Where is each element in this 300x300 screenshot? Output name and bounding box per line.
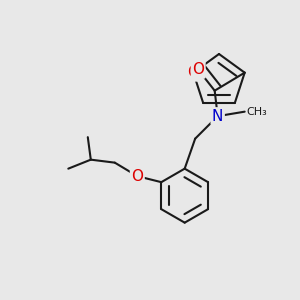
Text: O: O xyxy=(131,169,143,184)
Text: O: O xyxy=(187,65,199,80)
Text: N: N xyxy=(212,109,224,124)
Text: CH₃: CH₃ xyxy=(246,107,267,117)
Text: O: O xyxy=(192,62,204,77)
